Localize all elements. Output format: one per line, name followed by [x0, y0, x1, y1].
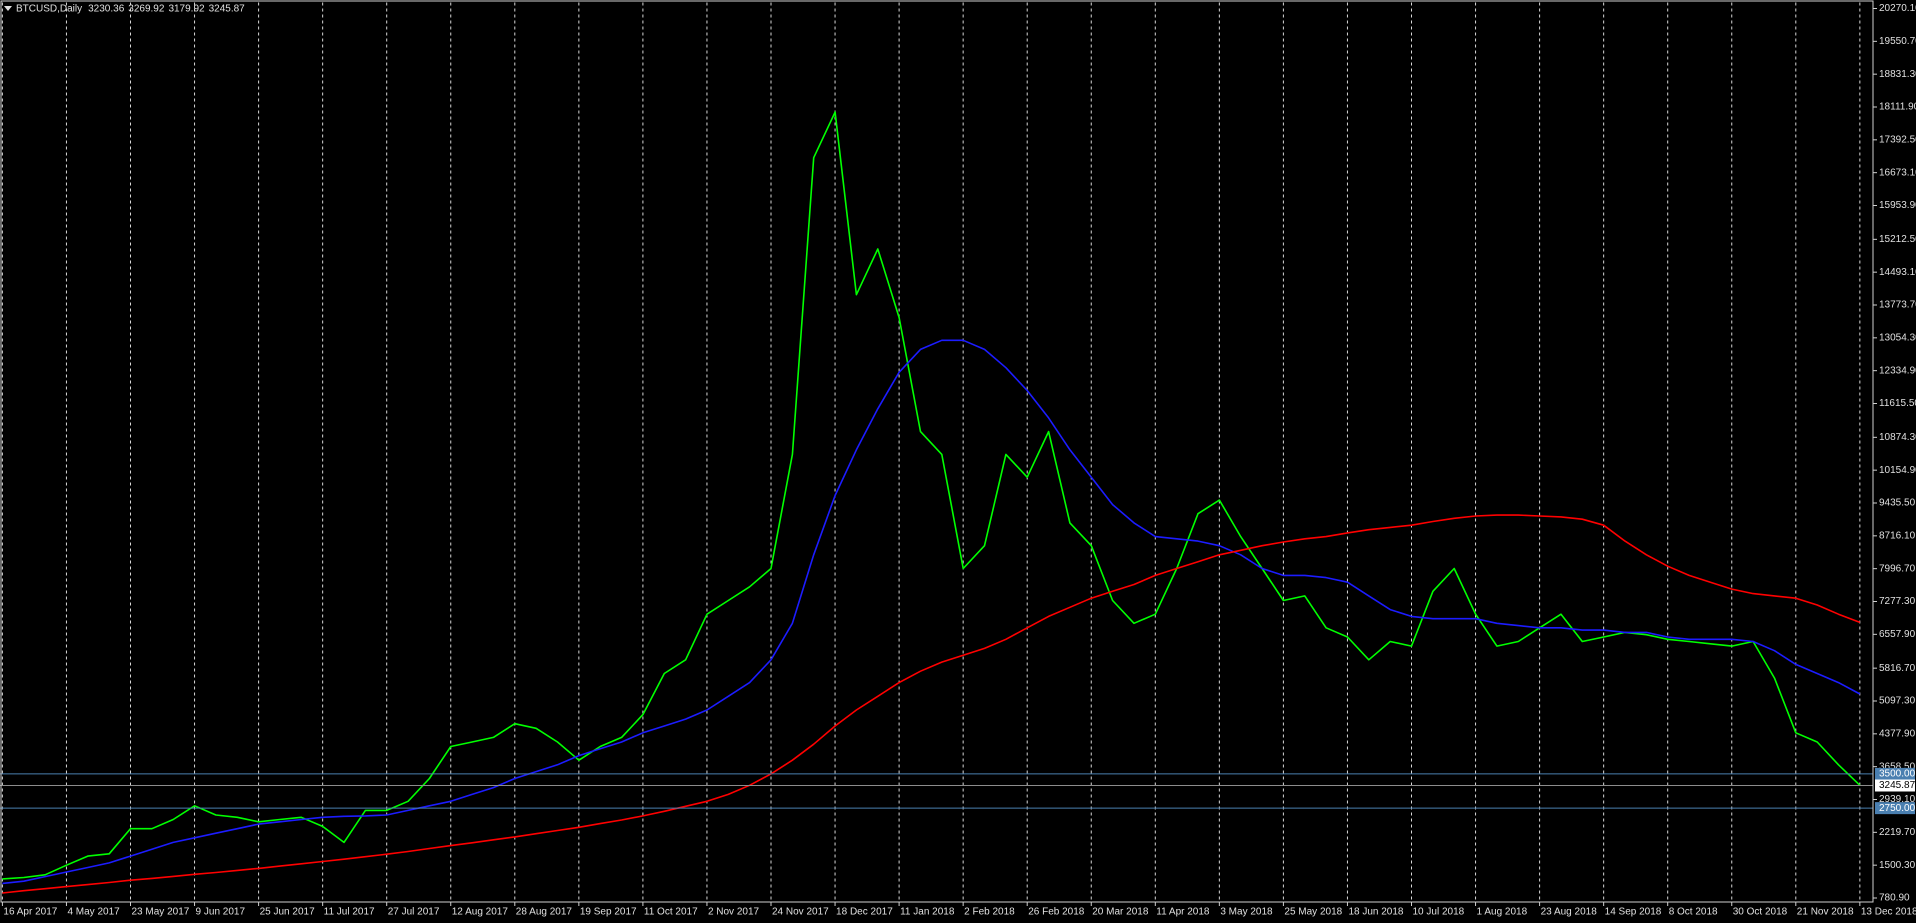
x-tick-label: 11 Oct 2017 [644, 907, 698, 918]
level-label: 3245.87 [1879, 780, 1916, 791]
y-tick-label: 11615.50 [1879, 398, 1916, 409]
y-tick-label: 7996.70 [1879, 563, 1916, 574]
y-tick-label: 13054.30 [1879, 332, 1916, 343]
y-tick-label: 18831.30 [1879, 69, 1916, 80]
x-tick-label: 16 Apr 2017 [3, 907, 57, 918]
x-tick-label: 24 Nov 2017 [772, 907, 829, 918]
x-tick-label: 25 May 2018 [1284, 907, 1342, 918]
x-tick-label: 2 Feb 2018 [964, 907, 1015, 918]
x-tick-label: 20 Mar 2018 [1092, 907, 1149, 918]
y-tick-label: 1500.30 [1879, 860, 1916, 871]
x-tick-label: 30 Oct 2018 [1733, 907, 1788, 918]
x-tick-label: 14 Sep 2018 [1605, 907, 1662, 918]
y-tick-label: 13773.70 [1879, 300, 1916, 311]
x-tick-label: 18 Jun 2018 [1348, 907, 1403, 918]
y-tick-label: 4377.90 [1879, 728, 1916, 739]
y-tick-label: 19550.70 [1879, 36, 1916, 47]
y-tick-label: 5097.30 [1879, 696, 1916, 707]
y-tick-label: 2939.10 [1879, 794, 1916, 805]
y-tick-label: 7277.30 [1879, 596, 1916, 607]
x-tick-label: 25 Jun 2017 [260, 907, 315, 918]
ohlc-high: 3269.92 [128, 4, 165, 15]
x-tick-label: 28 Aug 2017 [516, 907, 573, 918]
y-tick-label: 20270.10 [1879, 3, 1916, 14]
x-tick-label: 12 Aug 2017 [452, 907, 509, 918]
level-label: 2750.00 [1879, 803, 1916, 814]
x-tick-label: 13 Dec 2018 [1861, 907, 1916, 918]
x-tick-label: 27 Jul 2017 [388, 907, 440, 918]
y-tick-label: 3658.50 [1879, 761, 1916, 772]
y-tick-label: 12334.90 [1879, 365, 1916, 376]
y-tick-label: 18111.90 [1879, 102, 1916, 113]
plot-frame [0, 0, 1874, 903]
y-tick-label: 8716.10 [1879, 530, 1916, 541]
symbol-label: BTCUSD,Daily [16, 4, 82, 15]
level-box [1875, 779, 1915, 792]
x-tick-label: 26 Feb 2018 [1028, 907, 1085, 918]
ohlc-close: 3245.87 [209, 4, 246, 15]
x-tick-label: 9 Jun 2017 [196, 907, 246, 918]
x-tick-label: 11 Jul 2017 [324, 907, 375, 918]
y-tick-label: 16673.10 [1879, 167, 1916, 178]
y-tick-label: 15953.90 [1879, 200, 1916, 211]
x-tick-label: 23 May 2017 [132, 907, 190, 918]
x-tick-label: 2 Nov 2017 [708, 907, 760, 918]
plot-area [0, 2, 1873, 902]
x-tick-label: 19 Sep 2017 [580, 907, 637, 918]
y-tick-label: 10874.30 [1879, 432, 1916, 443]
y-tick-label: 2219.70 [1879, 827, 1916, 838]
y-tick-label: 17392.50 [1879, 134, 1916, 145]
x-tick-label: 18 Dec 2017 [836, 907, 893, 918]
x-tick-label: 1 Aug 2018 [1477, 907, 1528, 918]
y-tick-label: 15212.50 [1879, 234, 1916, 245]
series-line [2, 514, 1861, 894]
x-tick-label: 3 May 2018 [1220, 907, 1273, 918]
x-tick-label: 21 Nov 2018 [1797, 907, 1854, 918]
level-box [1875, 767, 1915, 780]
y-tick-label: 6557.90 [1879, 629, 1916, 640]
ohlc-low: 3179.92 [168, 4, 205, 15]
y-tick-label: 9435.50 [1879, 498, 1916, 509]
x-tick-label: 4 May 2017 [67, 907, 120, 918]
y-tick-label: 10154.90 [1879, 465, 1916, 476]
x-tick-label: 11 Apr 2018 [1156, 907, 1210, 918]
x-tick-label: 8 Oct 2018 [1669, 907, 1718, 918]
menu-triangle[interactable] [4, 6, 12, 11]
series-line [2, 111, 1861, 880]
x-tick-label: 23 Aug 2018 [1541, 907, 1598, 918]
level-box [1875, 802, 1915, 815]
series-line [2, 339, 1861, 885]
x-tick-label: 10 Jul 2018 [1413, 907, 1465, 918]
y-tick-label: 780.90 [1879, 893, 1910, 904]
x-tick-label: 11 Jan 2018 [900, 907, 955, 918]
y-tick-label: 14493.10 [1879, 267, 1916, 278]
ohlc-open: 3230.36 [88, 4, 125, 15]
level-label: 3500.00 [1879, 769, 1916, 780]
y-tick-label: 5816.70 [1879, 663, 1916, 674]
